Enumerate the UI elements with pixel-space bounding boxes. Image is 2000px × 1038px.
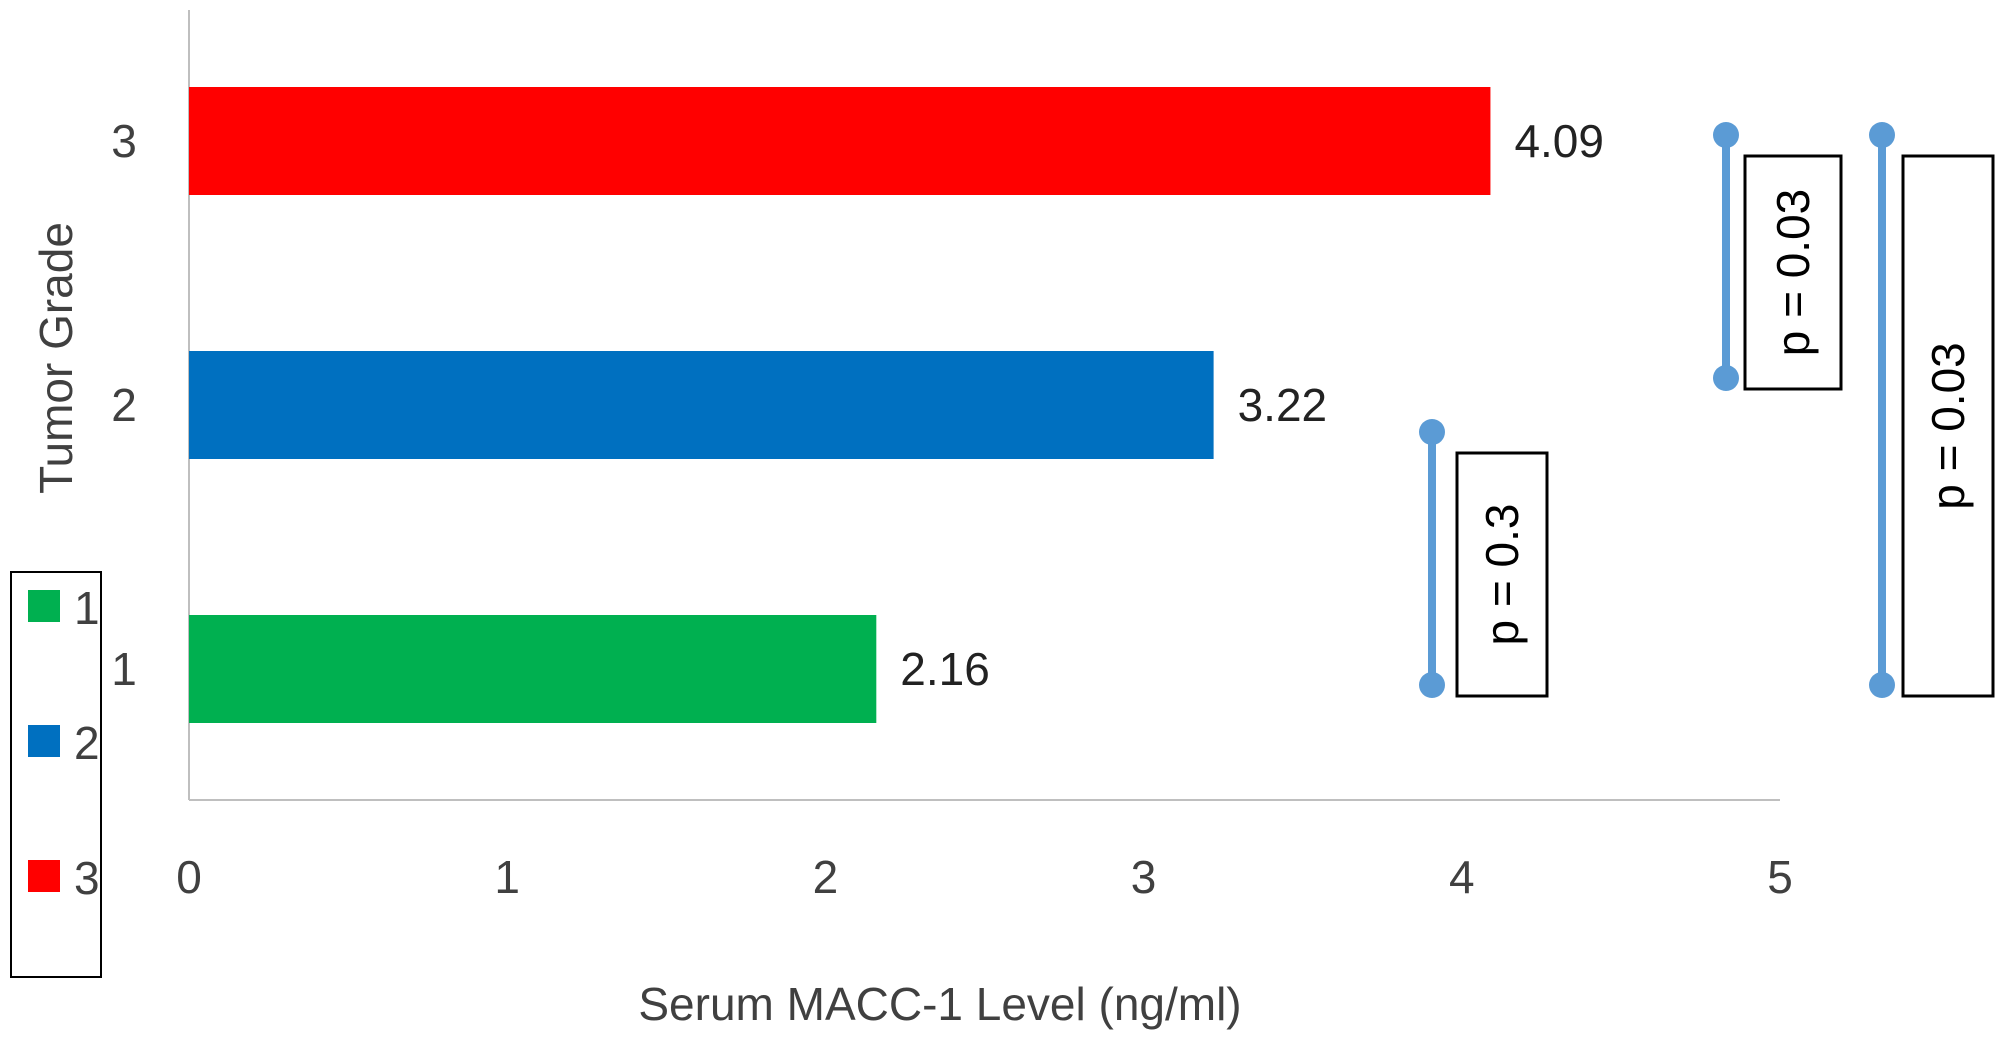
legend-swatch — [28, 725, 60, 757]
x-tick-label: 0 — [176, 851, 202, 903]
legend-label: 2 — [74, 717, 100, 769]
y-tick-labels: 1 2 3 — [111, 115, 137, 695]
y-tick-label: 1 — [111, 643, 137, 695]
data-label: 4.09 — [1514, 115, 1604, 167]
bracket-end-dot — [1419, 419, 1445, 445]
p-value-box — [1901, 154, 1995, 698]
p-value-label: p = 0.03 — [1922, 342, 1974, 510]
legend-items: 1 2 3 — [28, 582, 100, 904]
significance-brackets: p = 0.3 p = 0.03 p = 0.03 — [1419, 122, 1995, 698]
bar — [189, 87, 1491, 195]
bracket-end-dot — [1869, 672, 1895, 698]
x-tick-label: 3 — [1131, 851, 1157, 903]
x-tick-label: 1 — [494, 851, 520, 903]
bracket-end-dot — [1869, 122, 1895, 148]
data-label: 3.22 — [1238, 379, 1328, 431]
legend-box — [10, 571, 102, 978]
p-value-label: p = 0.03 — [1767, 189, 1819, 357]
legend-swatch — [28, 590, 60, 622]
x-tick-labels: 0 1 2 3 4 5 — [176, 851, 1793, 903]
bars — [189, 87, 1491, 723]
p-value-box — [1455, 451, 1549, 698]
bracket-end-dot — [1713, 122, 1739, 148]
significance-bracket: p = 0.03 — [1869, 122, 1995, 698]
x-tick-label: 5 — [1767, 851, 1793, 903]
x-tick-label: 4 — [1449, 851, 1475, 903]
legend-label: 1 — [74, 582, 100, 634]
significance-bracket: p = 0.3 — [1419, 419, 1549, 698]
bar — [189, 351, 1214, 459]
x-axis-title: Serum MACC-1 Level (ng/ml) — [638, 978, 1241, 1030]
legend: 1 2 3 — [10, 571, 102, 978]
bracket-end-dot — [1419, 672, 1445, 698]
y-tick-label: 3 — [111, 115, 137, 167]
x-tick-label: 2 — [813, 851, 839, 903]
significance-bracket: p = 0.03 — [1713, 122, 1843, 391]
data-labels: 2.16 3.22 4.09 — [900, 115, 1604, 695]
bar — [189, 615, 877, 723]
bracket-end-dot — [1713, 365, 1739, 391]
legend-label: 3 — [74, 852, 100, 904]
p-value-box — [1743, 154, 1843, 391]
legend-swatch — [28, 860, 60, 892]
p-value-label: p = 0.3 — [1476, 504, 1528, 646]
data-label: 2.16 — [900, 643, 990, 695]
y-axis-title: Tumor Grade — [30, 222, 82, 494]
y-tick-label: 2 — [111, 379, 137, 431]
